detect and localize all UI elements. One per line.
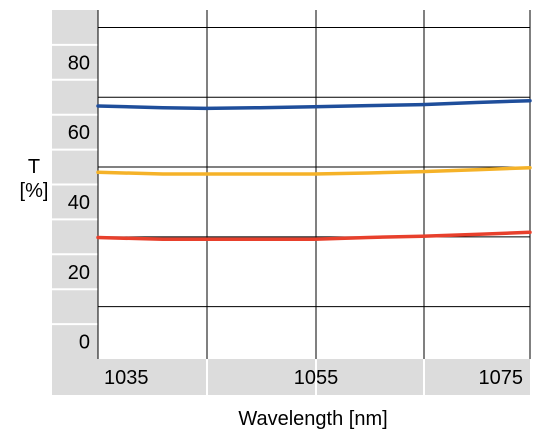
y-tick-label: 80	[68, 52, 90, 74]
y-tick-label: 60	[68, 122, 90, 144]
series	[96, 98, 532, 242]
series-line-1	[96, 98, 532, 111]
x-axis-panel	[52, 359, 530, 395]
x-tick-label: 1035	[104, 367, 149, 389]
axis-background	[52, 10, 530, 395]
x-tick-label: 1075	[479, 367, 524, 389]
tick-labels: 0 20 40 60 80 100 1035 1055 1075	[57, 0, 523, 389]
grid	[97, 10, 531, 359]
y-tick-label: 20	[68, 262, 90, 284]
y-tick-label: 100	[57, 0, 90, 5]
y-tick-label: 40	[68, 192, 90, 214]
y-tick-label: 0	[79, 332, 90, 354]
x-axis-label: Wavelength [nm]	[238, 408, 387, 430]
y-axis-label: T	[28, 156, 40, 178]
y-axis-unit: [%]	[20, 180, 49, 202]
series-line-3	[96, 230, 532, 242]
x-tick-label: 1055	[294, 367, 339, 389]
series-line-2	[96, 165, 532, 176]
